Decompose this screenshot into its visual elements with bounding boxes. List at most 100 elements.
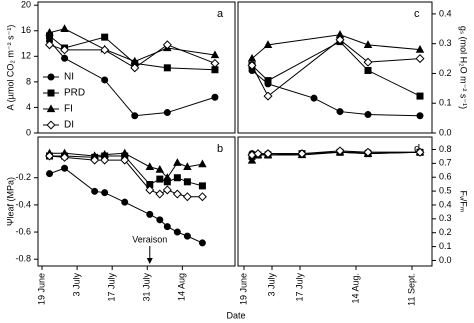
marker (363, 57, 373, 67)
marker (145, 185, 155, 195)
y-tick-label: 16 (21, 25, 31, 35)
marker (173, 158, 182, 166)
marker (247, 155, 257, 164)
marker (263, 149, 273, 159)
x-tick-label: 31 July (142, 273, 152, 302)
y-tick-label: 0 (26, 127, 31, 137)
marker (183, 162, 192, 170)
marker (155, 164, 165, 173)
marker (182, 192, 192, 202)
marker (131, 112, 139, 120)
annotation: Veraison (132, 234, 167, 244)
marker (60, 24, 69, 32)
marker (172, 189, 182, 199)
marker (61, 54, 69, 62)
y-tick-label: 0.1 (439, 98, 452, 108)
panel-label: a (217, 8, 224, 20)
legend-label: NI (64, 72, 74, 83)
marker (263, 40, 273, 48)
marker (253, 149, 263, 159)
marker (364, 66, 372, 74)
legend-marker (47, 89, 55, 97)
series-line (251, 39, 421, 97)
marker (198, 182, 206, 190)
marker (363, 40, 373, 48)
legend-marker (46, 104, 56, 113)
plot-frame (37, 136, 236, 267)
y-tick-label: 0.3 (439, 38, 452, 48)
marker (91, 187, 99, 195)
y-tick-label: 20 (21, 0, 31, 10)
marker (60, 45, 70, 55)
series-line (251, 40, 421, 97)
x-tick-label: 14 Aug (177, 273, 187, 301)
y-tick-label: 0.0 (439, 255, 452, 265)
y-axis-label: gₛ (mol H₂O m⁻² s⁻¹) (459, 26, 469, 109)
y-tick-label: 0.2 (439, 227, 452, 237)
marker (197, 192, 207, 202)
marker (163, 223, 171, 231)
marker (416, 112, 424, 120)
marker (415, 54, 425, 64)
plot-frame (237, 136, 433, 267)
y-tick-label: 0.4 (439, 8, 452, 18)
marker (145, 162, 155, 170)
marker (146, 210, 154, 218)
marker (198, 239, 206, 247)
marker (162, 185, 172, 195)
y-tick-label: 4 (26, 102, 31, 112)
plot-frame (37, 1, 236, 134)
marker (183, 178, 191, 186)
marker (173, 174, 181, 182)
legend-label: DI (64, 120, 74, 131)
marker (297, 149, 307, 159)
marker (101, 76, 109, 84)
marker (162, 40, 172, 50)
marker (163, 173, 172, 181)
marker (415, 147, 425, 157)
y-tick-label: 0.2 (439, 68, 452, 78)
x-tick-label: 14 Aug. (350, 273, 360, 304)
marker (100, 45, 110, 55)
x-tick-label: 17 July (107, 273, 117, 302)
marker (90, 155, 100, 165)
x-axis-label: Date (226, 310, 245, 320)
marker (163, 64, 171, 72)
marker (45, 28, 54, 36)
marker (263, 91, 273, 101)
x-tick-label: 17 July (294, 273, 304, 302)
marker (61, 164, 69, 172)
y-tick-label: 8 (26, 76, 31, 86)
y-tick-label: -0.4 (15, 199, 31, 209)
marker (198, 159, 207, 168)
marker (310, 94, 318, 102)
marker (336, 108, 344, 116)
y-tick-label: 0.5 (439, 185, 452, 195)
panel-label: b (217, 143, 223, 155)
legend-marker (47, 73, 55, 81)
x-tick-label: 19 June (238, 273, 248, 305)
x-tick-label: 3 July (71, 273, 81, 297)
marker (130, 63, 140, 73)
y-tick-label: 0.1 (439, 241, 452, 251)
legend-label: FI (64, 104, 73, 115)
y-axis-label: A (µmol CO₂ m⁻² s⁻¹) (5, 25, 15, 111)
plot-frame (237, 1, 433, 134)
marker (247, 60, 257, 70)
marker (416, 92, 424, 100)
marker (264, 77, 272, 85)
marker (163, 109, 171, 117)
y-tick-label: -0.2 (15, 172, 31, 182)
series-line (251, 34, 421, 59)
marker (120, 155, 130, 165)
y-tick-label: 0.6 (439, 172, 452, 182)
marker (45, 151, 55, 161)
marker (156, 216, 164, 224)
y-tick-label: -0.8 (15, 254, 31, 264)
y-tick-label: 12 (21, 51, 31, 61)
y-tick-label: 0.0 (439, 127, 452, 137)
y-tick-label: 0.3 (439, 213, 452, 223)
marker (60, 152, 70, 162)
marker (156, 175, 164, 183)
